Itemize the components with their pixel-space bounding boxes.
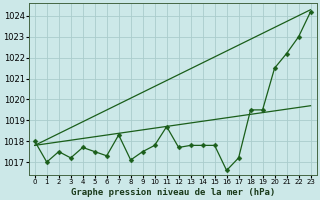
X-axis label: Graphe pression niveau de la mer (hPa): Graphe pression niveau de la mer (hPa) <box>70 188 275 197</box>
